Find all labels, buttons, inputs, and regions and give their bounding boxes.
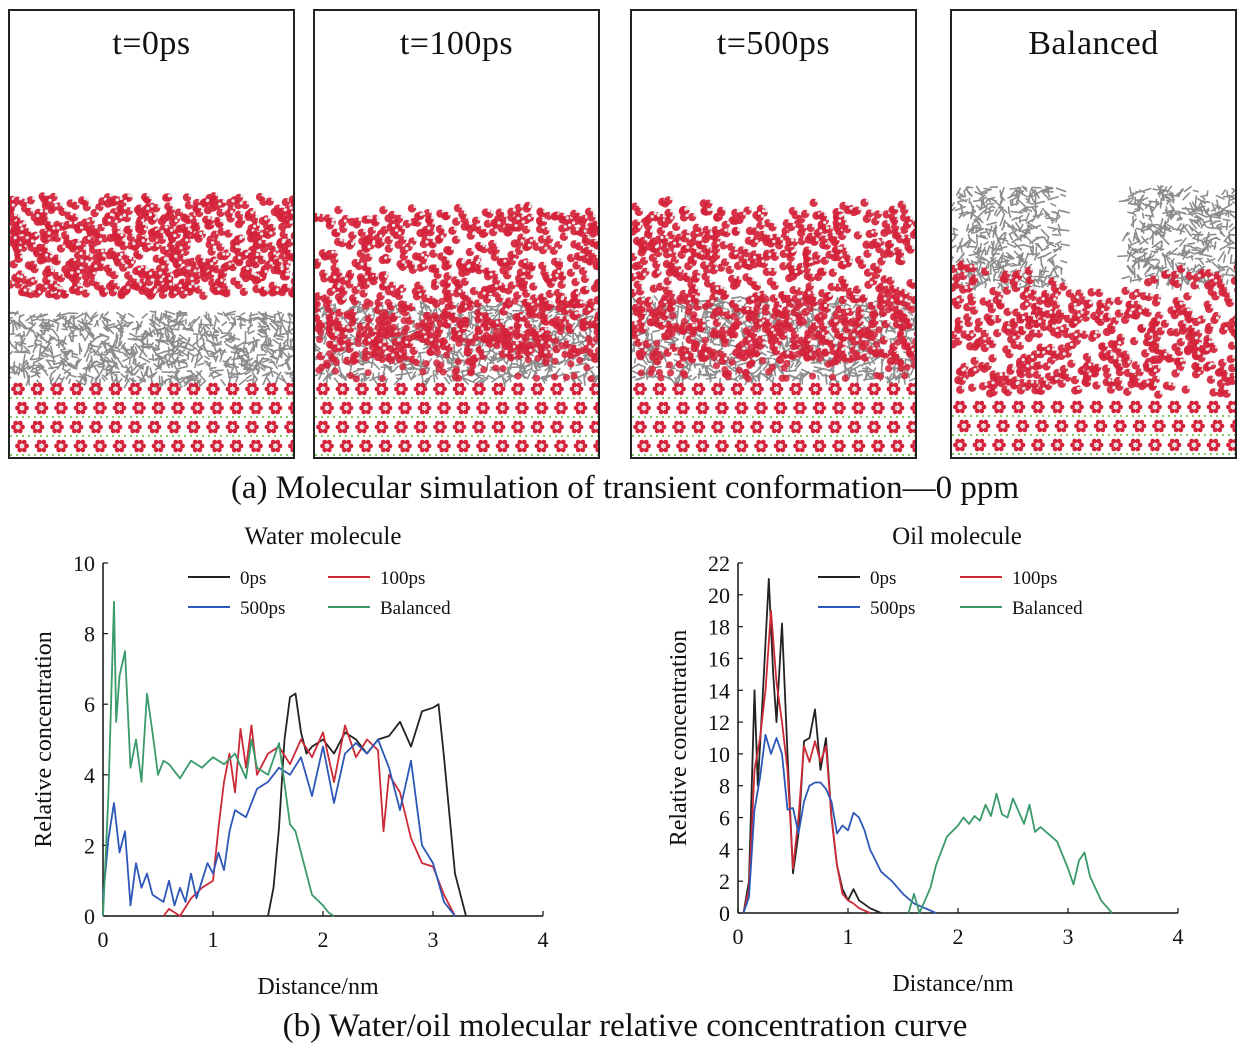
snapshot-render-500ps [632, 196, 915, 456]
y-tick-label: 6 [84, 692, 95, 717]
snapshot-panel-500ps: t=500ps [630, 9, 917, 459]
y-tick-label: 12 [708, 710, 730, 735]
molecule-layer [632, 196, 915, 389]
x-tick-label: 2 [953, 924, 964, 949]
panel-label: Balanced [1028, 25, 1159, 62]
panel-label: t=500ps [716, 25, 831, 62]
legend-label: Balanced [1012, 598, 1083, 619]
y-tick-label: 18 [708, 615, 730, 640]
snapshot-panel-100ps: t=100ps [313, 9, 600, 459]
series-line-100ps [742, 609, 871, 914]
panel-label: t=0ps [112, 25, 191, 62]
x-axis-label: Distance/nm [892, 971, 1014, 997]
snapshot-render-balanced [952, 185, 1235, 455]
substrate-lattice [315, 382, 598, 456]
legend-label: Balanced [380, 598, 451, 619]
y-tick-label: 4 [84, 763, 95, 788]
substrate-lattice [10, 382, 293, 456]
y-tick-label: 0 [84, 904, 95, 929]
molecule-layer [10, 192, 293, 393]
series-line-balanced [102, 600, 335, 917]
x-tick-label: 0 [98, 927, 109, 952]
series-line-500ps [102, 738, 456, 917]
y-tick-label: 2 [719, 869, 730, 894]
y-tick-label: 6 [719, 806, 730, 831]
y-tick-label: 20 [708, 583, 730, 608]
series-line-500ps [742, 733, 937, 914]
y-tick-label: 2 [84, 833, 95, 858]
caption-a: (a) Molecular simulation of transient co… [230, 470, 1020, 506]
x-tick-label: 4 [1173, 924, 1184, 949]
y-tick-label: 14 [708, 678, 730, 703]
y-axis-label: Relative concentration [31, 631, 57, 848]
molecule-layer [952, 185, 1235, 399]
x-tick-label: 2 [318, 927, 329, 952]
y-tick-label: 8 [719, 774, 730, 799]
legend-label: 0ps [870, 568, 896, 589]
legend-label: 100ps [1012, 568, 1057, 589]
legend: 0ps 100ps 500ps Balanced [188, 568, 451, 619]
x-tick-label: 1 [208, 927, 219, 952]
snapshot-panel-balanced: Balanced [950, 9, 1237, 459]
x-tick-label: 4 [538, 927, 549, 952]
y-tick-label: 0 [719, 901, 730, 926]
legend-label: 0ps [240, 568, 266, 589]
legend-label: 500ps [870, 598, 915, 619]
panel-label: t=100ps [399, 25, 514, 62]
y-tick-label: 4 [719, 837, 730, 862]
y-tick-label: 10 [708, 742, 730, 767]
snapshot-render-100ps [315, 201, 598, 456]
legend-label: 500ps [240, 598, 285, 619]
chart-title: Oil molecule [892, 523, 1022, 550]
y-tick-label: 10 [73, 551, 95, 576]
series-line-0ps [267, 692, 467, 917]
substrate-lattice [632, 382, 915, 456]
y-tick-label: 8 [84, 622, 95, 647]
y-tick-label: 16 [708, 646, 730, 671]
chart-title: Water molecule [245, 523, 402, 550]
y-axis-label: Relative concentration [666, 630, 692, 847]
water-chart: Water molecule 0 1 2 3 4 0 2 4 6 8 10 Distance/nm Rel… [31, 523, 549, 1000]
y-tick-label: 22 [708, 551, 730, 576]
caption-b: (b) Water/oil molecular relative concent… [282, 1008, 968, 1044]
legend-label: 100ps [380, 568, 425, 589]
substrate-lattice [952, 400, 1235, 455]
snapshot-panel-0ps: t=0ps [8, 9, 295, 459]
snapshot-render-0ps [10, 192, 293, 456]
molecule-layer [315, 201, 598, 391]
x-tick-label: 3 [428, 927, 439, 952]
x-tick-label: 3 [1063, 924, 1074, 949]
x-tick-label: 0 [733, 924, 744, 949]
series-line-balanced [907, 792, 1113, 914]
x-tick-label: 1 [843, 924, 854, 949]
legend: 0ps 100ps 500ps Balanced [818, 568, 1083, 619]
x-axis-label: Distance/nm [257, 974, 379, 1000]
